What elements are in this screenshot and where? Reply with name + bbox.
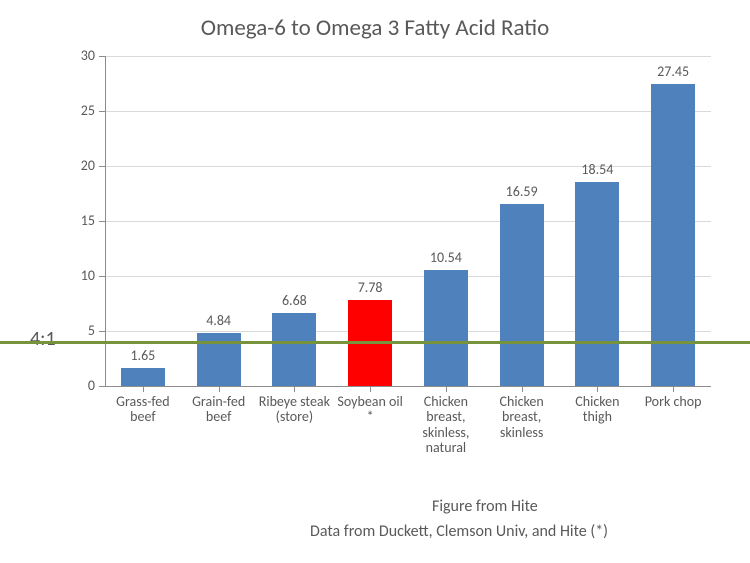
grid-line xyxy=(105,56,711,57)
bar-data-label: 18.54 xyxy=(560,161,636,178)
bar-data-label: 10.54 xyxy=(408,249,484,266)
x-tick-label: Chicken thigh xyxy=(562,394,634,425)
grid-line xyxy=(105,276,711,277)
bar xyxy=(575,182,619,386)
chart-container: { "chart": { "type": "bar", "title": "Om… xyxy=(0,0,750,563)
y-tick-label: 0 xyxy=(88,377,95,394)
grid-line xyxy=(105,221,711,222)
bar xyxy=(348,300,392,386)
x-tick-label: Grain-fed beef xyxy=(183,394,255,425)
x-tick-mark xyxy=(143,386,144,392)
bar-data-label: 1.65 xyxy=(105,347,181,364)
bar-data-label: 27.45 xyxy=(635,63,711,80)
grid-line xyxy=(105,111,711,112)
plot-area: 1.65 4.846.687.7810.54 16.5918.54 27.45 xyxy=(105,56,711,386)
y-tick-label: 25 xyxy=(81,102,95,119)
credit-line: Figure from Hite xyxy=(432,497,538,516)
y-tick-label: 20 xyxy=(81,157,95,174)
y-axis-line xyxy=(105,56,106,386)
x-tick-mark xyxy=(673,386,674,392)
x-tick-mark xyxy=(370,386,371,392)
bar-data-label: 16.59 xyxy=(484,183,560,200)
x-tick-label: Ribeye steak (store) xyxy=(259,394,331,425)
y-tick-label: 5 xyxy=(88,322,95,339)
bar-data-label: 7.78 xyxy=(332,279,408,296)
y-tick-label: 10 xyxy=(81,267,95,284)
x-tick-label: Soybean oil * xyxy=(334,394,406,425)
credit-line: Data from Duckett, Clemson Univ, and Hit… xyxy=(310,522,608,541)
bar xyxy=(121,368,165,386)
bar xyxy=(197,333,241,386)
reference-line-label: 4:1 xyxy=(30,327,56,351)
x-tick-label: Chicken breast, skinless xyxy=(486,394,558,440)
x-tick-label: Pork chop xyxy=(637,394,709,409)
x-tick-label: Grass-fed beef xyxy=(107,394,179,425)
x-tick-label: Chicken breast, skinless, natural xyxy=(410,394,482,456)
x-tick-mark xyxy=(597,386,598,392)
x-tick-mark xyxy=(446,386,447,392)
x-axis-line xyxy=(105,386,711,387)
y-tick-label: 15 xyxy=(81,212,95,229)
bar xyxy=(272,313,316,386)
bar-data-label: 4.84 xyxy=(181,312,257,329)
chart-title: Omega-6 to Omega 3 Fatty Acid Ratio xyxy=(0,14,750,42)
x-tick-mark xyxy=(522,386,523,392)
x-tick-mark xyxy=(294,386,295,392)
bar-data-label: 6.68 xyxy=(257,292,333,309)
x-tick-mark xyxy=(219,386,220,392)
bar xyxy=(424,270,468,386)
bar xyxy=(500,204,544,386)
y-tick-label: 30 xyxy=(81,47,95,64)
bar xyxy=(651,84,695,386)
